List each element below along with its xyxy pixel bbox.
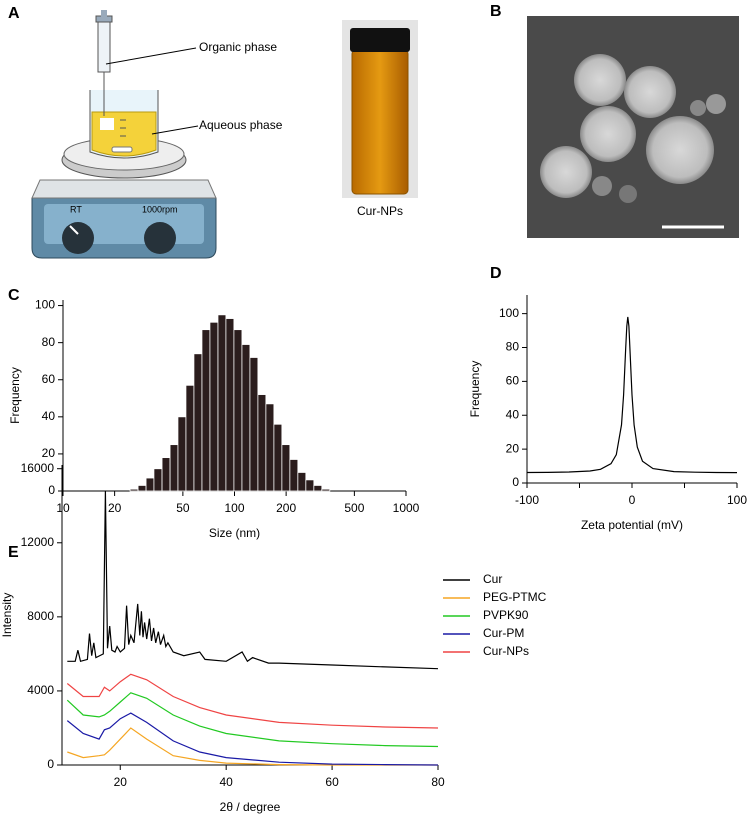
y-tick-label: 20 [42, 446, 56, 460]
histogram-bar [241, 344, 251, 492]
vial-label: Cur-NPs [357, 204, 403, 218]
knob-label: RT [70, 204, 82, 214]
histogram-bar [217, 314, 227, 492]
y-axis-title: Frequency [8, 367, 22, 424]
data-line [67, 490, 439, 670]
histogram-bar [137, 485, 147, 492]
data-line [66, 712, 439, 766]
y-tick-label: 100 [499, 306, 519, 320]
y-tick-label: 80 [506, 340, 520, 354]
y-tick-label: 8000 [27, 609, 54, 623]
legend-label: Cur [483, 572, 502, 586]
x-axis-title: 2θ / degree [220, 800, 281, 814]
histogram-bar [305, 479, 315, 492]
histogram-bar [233, 329, 243, 492]
histogram-bar [257, 394, 267, 492]
panel-letter: B [490, 3, 502, 20]
histogram-bar [201, 329, 211, 492]
data-line [526, 316, 738, 474]
data-line [67, 727, 438, 766]
histogram-bar [265, 403, 275, 492]
histogram-bar [249, 357, 259, 492]
x-tick-label: 80 [431, 775, 445, 789]
y-tick-label: 40 [506, 407, 520, 421]
y-tick-label: 60 [506, 374, 520, 388]
x-tick-label: 10 [56, 501, 70, 515]
histogram-bar [145, 477, 155, 492]
histogram-bar [177, 416, 187, 492]
y-tick-label: 16000 [21, 461, 55, 475]
data-line [66, 692, 439, 748]
knob-label: 1000rpm [142, 204, 178, 214]
legend-label: PVPK90 [483, 608, 529, 622]
legend-label: Cur-PM [483, 626, 524, 640]
histogram-bar [321, 488, 331, 492]
data-line [66, 673, 439, 729]
panel-letter: C [8, 287, 20, 304]
y-tick-label: 0 [512, 475, 519, 489]
y-tick-label: 4000 [27, 683, 54, 697]
y-tick-label: 0 [47, 757, 54, 771]
legend-label: PEG-PTMC [483, 590, 547, 604]
histogram-bar [273, 423, 283, 492]
x-axis-title: Size (nm) [209, 526, 260, 540]
y-tick-label: 0 [48, 483, 55, 497]
panel-letter: D [490, 265, 502, 282]
y-tick-label: 12000 [21, 535, 55, 549]
x-tick-label: 200 [276, 501, 296, 515]
histogram-bar [185, 384, 195, 492]
x-tick-label: 50 [176, 501, 190, 515]
histogram-bar [313, 485, 323, 492]
y-axis-title: Frequency [468, 361, 482, 418]
histogram-bar [297, 472, 307, 492]
y-tick-label: 60 [42, 372, 56, 386]
histogram-bar [129, 488, 139, 492]
x-axis-title: Zeta potential (mV) [581, 518, 683, 532]
panel-letter: E [8, 544, 19, 561]
x-tick-label: 100 [224, 501, 244, 515]
histogram-bar [281, 444, 291, 492]
y-tick-label: 100 [35, 298, 55, 312]
x-tick-label: 40 [219, 775, 233, 789]
tem-image [527, 16, 739, 238]
y-tick-label: 80 [42, 335, 56, 349]
panel-letter: A [8, 5, 20, 22]
histogram-bar [289, 459, 299, 492]
x-tick-label: 1000 [393, 501, 420, 515]
annotation: Aqueous phase [199, 118, 283, 132]
x-tick-label: 500 [344, 501, 364, 515]
y-tick-label: 40 [42, 409, 56, 423]
x-tick-label: 0 [629, 493, 636, 507]
histogram-bar [225, 318, 235, 492]
x-tick-label: -100 [515, 493, 539, 507]
stirrer-illustration: RT 1000rpm Organic phase Aqueous phase [31, 10, 283, 259]
histogram-bar [193, 353, 203, 492]
x-tick-label: 20 [108, 501, 122, 515]
histogram-bar [153, 468, 163, 492]
legend-label: Cur-NPs [483, 644, 529, 658]
x-tick-label: 20 [114, 775, 128, 789]
histogram-bar [169, 444, 179, 492]
histogram-bar [161, 457, 171, 492]
x-tick-label: 100 [727, 493, 747, 507]
y-axis-title: Intensity [0, 593, 14, 638]
vial-photo: Cur-NPs [342, 20, 418, 218]
annotation: Organic phase [199, 40, 277, 54]
histogram-bar [209, 321, 219, 492]
x-tick-label: 60 [325, 775, 339, 789]
y-tick-label: 20 [506, 441, 520, 455]
